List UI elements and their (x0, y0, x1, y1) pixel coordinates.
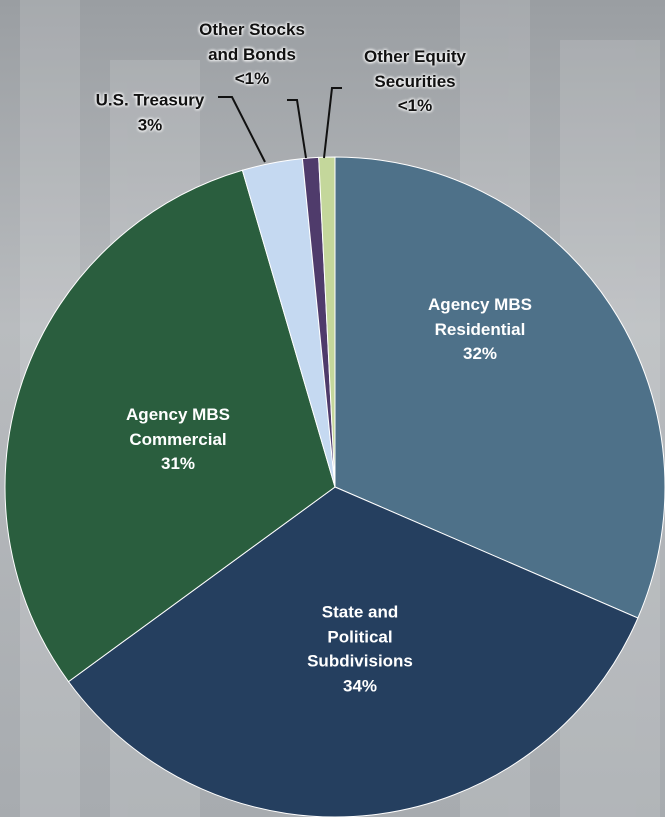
value-label: 3% (137, 115, 163, 134)
category-label: Other Equity Securities (363, 47, 466, 91)
slice-label: Agency MBS Commercial 31% (108, 403, 248, 477)
pie-slice (318, 156, 336, 488)
pie-slice (4, 169, 336, 683)
pie-slice (67, 486, 639, 817)
category-label: State and Political Subdivisions (307, 602, 413, 671)
value-label: <1% (397, 96, 433, 116)
slice-label: Other Stocks and Bonds <1% (190, 18, 315, 92)
leader-lines (218, 87, 342, 163)
pie-slice (334, 156, 665, 619)
category-label: Agency MBS Residential (428, 295, 532, 339)
category-label: U.S. Treasury (95, 90, 205, 110)
value-label: 34% (342, 676, 378, 696)
value-label: <1% (234, 69, 270, 89)
slice-label: State and Political Subdivisions 34% (290, 601, 430, 700)
leader-line (323, 87, 342, 159)
category-label: Other Stocks and Bonds (199, 20, 305, 64)
value-label: 32% (462, 344, 498, 364)
leader-line (287, 99, 307, 159)
leader-line (218, 96, 266, 163)
category-label: Agency MBS Commercial (126, 405, 230, 449)
value-label: 31% (160, 454, 196, 474)
slice-label: Agency MBS Residential 32% (410, 293, 550, 367)
pie (4, 156, 665, 817)
slice-label: U.S. Treasury 3% (50, 88, 250, 137)
slice-label: Other Equity Securities <1% (348, 45, 483, 119)
